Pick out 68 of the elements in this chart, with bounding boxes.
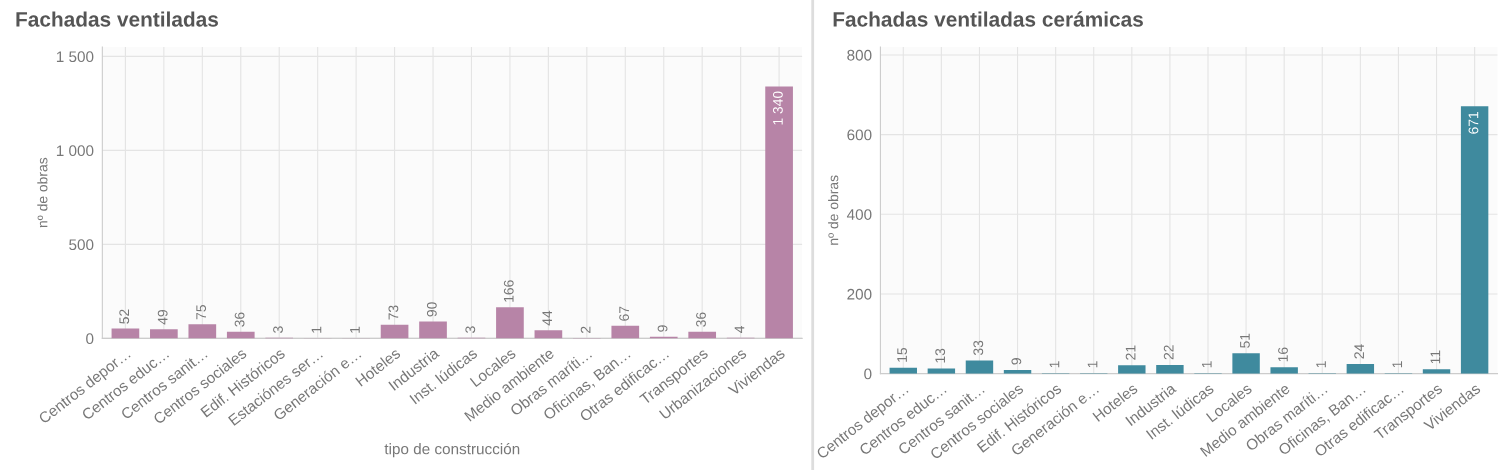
- data-label: 15: [897, 347, 908, 362]
- data-label: 166: [503, 280, 514, 302]
- data-label: 1: [1087, 361, 1098, 368]
- bar: [534, 330, 563, 339]
- data-label: 3: [273, 326, 283, 333]
- y-tick-label: 800: [847, 49, 872, 61]
- y-tick-label: 0: [86, 333, 94, 345]
- data-label: 51: [1240, 333, 1250, 348]
- data-label: 1: [1316, 361, 1326, 368]
- data-label: 73: [388, 305, 399, 320]
- bar: [1346, 364, 1375, 374]
- data-label: 1: [1202, 361, 1212, 368]
- bar: [688, 331, 717, 339]
- data-label: 2: [580, 326, 591, 333]
- data-label: 49: [157, 310, 168, 325]
- bar: [927, 368, 956, 374]
- bar: [765, 86, 793, 339]
- bar: [226, 331, 255, 339]
- y-tick-label: 400: [846, 209, 872, 220]
- bar: [1118, 365, 1146, 374]
- data-label: 1: [1392, 361, 1403, 368]
- data-label: 16: [1278, 347, 1288, 362]
- data-label: 1: [311, 326, 322, 333]
- bar: [1460, 106, 1489, 374]
- y-axis-title: nº de obras: [37, 157, 48, 228]
- data-label: 1 340: [772, 91, 783, 125]
- bar: [1156, 364, 1184, 374]
- data-label: 13: [935, 348, 946, 363]
- bar: [380, 324, 409, 339]
- data-label: 671: [1468, 111, 1479, 134]
- bar: [188, 324, 217, 339]
- chart-title: Fachadas ventiladas: [16, 11, 218, 27]
- bar: [965, 360, 994, 374]
- y-tick-label: 0: [864, 368, 872, 380]
- data-label: 21: [1125, 345, 1136, 360]
- data-label: 52: [119, 309, 130, 324]
- data-label: 11: [1430, 350, 1441, 364]
- data-label: 1: [350, 326, 360, 333]
- data-label: 9: [657, 325, 668, 332]
- bar: [1232, 353, 1260, 374]
- data-label: 1: [1049, 361, 1060, 368]
- data-label: 44: [542, 310, 552, 326]
- data-label: 22: [1163, 345, 1174, 360]
- chart-title: Fachadas ventiladas cerámicas: [833, 11, 1143, 27]
- data-label: 36: [234, 312, 245, 327]
- bar: [150, 329, 178, 339]
- bar: [496, 307, 524, 339]
- bar: [1422, 369, 1451, 374]
- data-label: 4: [734, 325, 745, 333]
- data-label: 75: [196, 305, 207, 320]
- data-label: 67: [619, 306, 630, 321]
- x-axis-title: tipo de construcción: [384, 442, 520, 458]
- y-tick-label: 1 500: [56, 51, 94, 63]
- data-label: 9: [1011, 358, 1022, 365]
- bar: [611, 325, 640, 339]
- bar: [1270, 367, 1298, 374]
- data-label: 24: [1354, 344, 1364, 359]
- y-tick-label: 200: [847, 288, 872, 300]
- data-label: 33: [973, 340, 984, 356]
- data-label: 36: [696, 312, 706, 327]
- y-tick-label: 600: [847, 129, 872, 141]
- y-axis-title: nº de obras: [828, 175, 839, 245]
- bar: [419, 321, 447, 339]
- bar: [111, 328, 140, 339]
- data-label: 90: [426, 302, 437, 317]
- data-label: 3: [465, 326, 476, 333]
- y-tick-label: 1 000: [56, 145, 94, 157]
- y-tick-label: 500: [69, 239, 94, 251]
